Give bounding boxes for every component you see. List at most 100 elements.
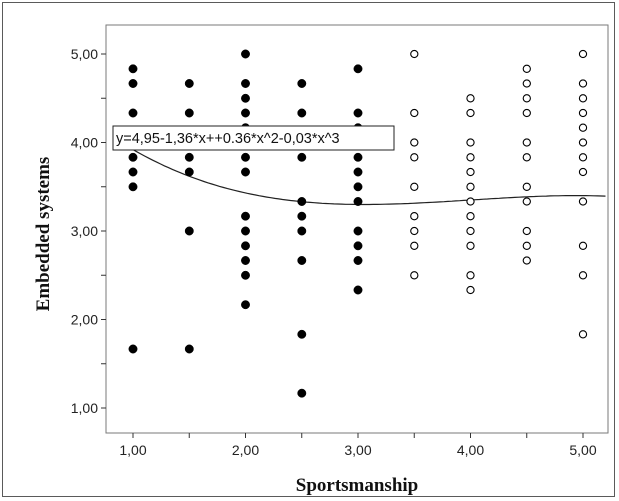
fit-equation-box (112, 125, 395, 151)
data-point-open (522, 94, 531, 103)
data-point-filled (241, 211, 250, 221)
scatter-plot: 1,00 2,00 3,00 4,00 5,00 1,00 2,00 3,00 4,00 5,00… (33, 24, 609, 496)
data-point-filled (241, 167, 250, 177)
data-point-filled (353, 285, 363, 295)
data-point-filled (128, 79, 138, 88)
data-point-filled (353, 108, 363, 118)
data-point-open (522, 64, 531, 73)
data-point-filled (241, 300, 250, 310)
data-point-open (466, 241, 475, 250)
x-tick-label: 5,00 (569, 442, 596, 458)
data-point-filled (128, 108, 138, 118)
data-point-filled (128, 167, 138, 177)
data-point-filled (241, 49, 250, 59)
data-point-filled (241, 93, 250, 103)
data-point-open (466, 153, 475, 162)
data-point-filled (128, 152, 138, 162)
data-point-filled (241, 256, 250, 265)
data-point-filled (184, 344, 194, 354)
data-point-filled (241, 226, 250, 236)
x-tick-label: 2,00 (232, 442, 259, 458)
data-point-filled (297, 79, 307, 88)
data-point-filled (297, 211, 307, 221)
data-point-filled (297, 108, 307, 118)
data-point-filled (241, 152, 250, 162)
y-tick-label: 3,00 (71, 223, 98, 239)
data-point-open (466, 108, 475, 118)
data-point-filled (184, 79, 194, 88)
data-point-filled (353, 241, 363, 251)
data-point-open (410, 226, 419, 236)
data-point-filled (128, 344, 138, 354)
y-axis-title: Embedded systems (33, 157, 54, 312)
data-point-open (522, 226, 531, 236)
fit-equation-label: y=4,95-1,36*x++0.36*x^2-0,03*x^3 (116, 131, 340, 147)
data-point-open (410, 49, 419, 59)
data-point-open (578, 49, 588, 59)
data-point-open (522, 79, 531, 88)
data-point-filled (184, 226, 194, 236)
data-point-filled (241, 241, 250, 251)
data-point-open (466, 197, 475, 206)
data-point-filled (184, 152, 194, 162)
data-point-open (578, 153, 588, 162)
data-point-open (466, 94, 475, 103)
y-tick-label: 4,00 (71, 135, 98, 151)
data-point-open (578, 94, 588, 103)
x-tick-label: 4,00 (457, 442, 484, 458)
data-point-filled (241, 108, 250, 118)
data-point-open (522, 153, 531, 162)
data-point-open (522, 138, 531, 147)
data-point-filled (297, 152, 307, 162)
data-point-filled (353, 197, 363, 206)
data-point-filled (353, 64, 363, 74)
data-point-open (578, 241, 588, 250)
data-point-open (578, 167, 588, 177)
data-point-filled (297, 329, 307, 339)
data-point-open (466, 182, 475, 191)
data-point-open (410, 153, 419, 162)
data-point-filled (128, 182, 138, 192)
x-tick-label: 1,00 (119, 442, 146, 458)
data-point-open (466, 138, 475, 147)
data-point-open (410, 271, 419, 280)
data-point-open (522, 241, 531, 250)
data-point-filled (297, 197, 307, 206)
data-point-open (522, 108, 531, 118)
data-point-filled (297, 256, 307, 265)
data-point-filled (184, 108, 194, 118)
data-point-filled (353, 226, 363, 236)
x-axis-title: Sportsmanship (296, 475, 419, 496)
data-point-open (578, 271, 588, 280)
data-point-filled (128, 64, 138, 74)
data-point-filled (353, 182, 363, 192)
data-point-filled (241, 270, 250, 280)
data-point-open (410, 212, 419, 221)
data-point-open (466, 226, 475, 236)
data-point-filled (184, 167, 194, 177)
data-point-open (578, 108, 588, 118)
y-tick-label: 1,00 (71, 400, 98, 416)
data-point-open (466, 212, 475, 221)
data-point-open (522, 197, 531, 206)
fit-curve (132, 149, 606, 206)
data-point-open (410, 182, 419, 191)
data-point-open (410, 108, 419, 118)
data-point-filled (297, 388, 307, 398)
data-point-open (466, 285, 475, 295)
data-point-open (578, 123, 588, 132)
chart-figure: 1,00 2,00 3,00 4,00 5,00 1,00 2,00 3,00 4,00 5,00… (2, 2, 615, 497)
data-point-open (522, 256, 531, 265)
data-point-filled (297, 226, 307, 236)
y-tick-label: 2,00 (71, 312, 98, 328)
data-point-filled (353, 152, 363, 162)
data-point-open (578, 197, 588, 206)
data-point-open (466, 271, 475, 280)
data-point-open (578, 138, 588, 147)
data-point-open (410, 138, 419, 147)
data-point-filled (353, 167, 363, 177)
data-point-filled (241, 79, 250, 88)
data-point-open (410, 241, 419, 250)
data-point-filled (353, 256, 363, 265)
x-tick-label: 3,00 (344, 442, 371, 458)
